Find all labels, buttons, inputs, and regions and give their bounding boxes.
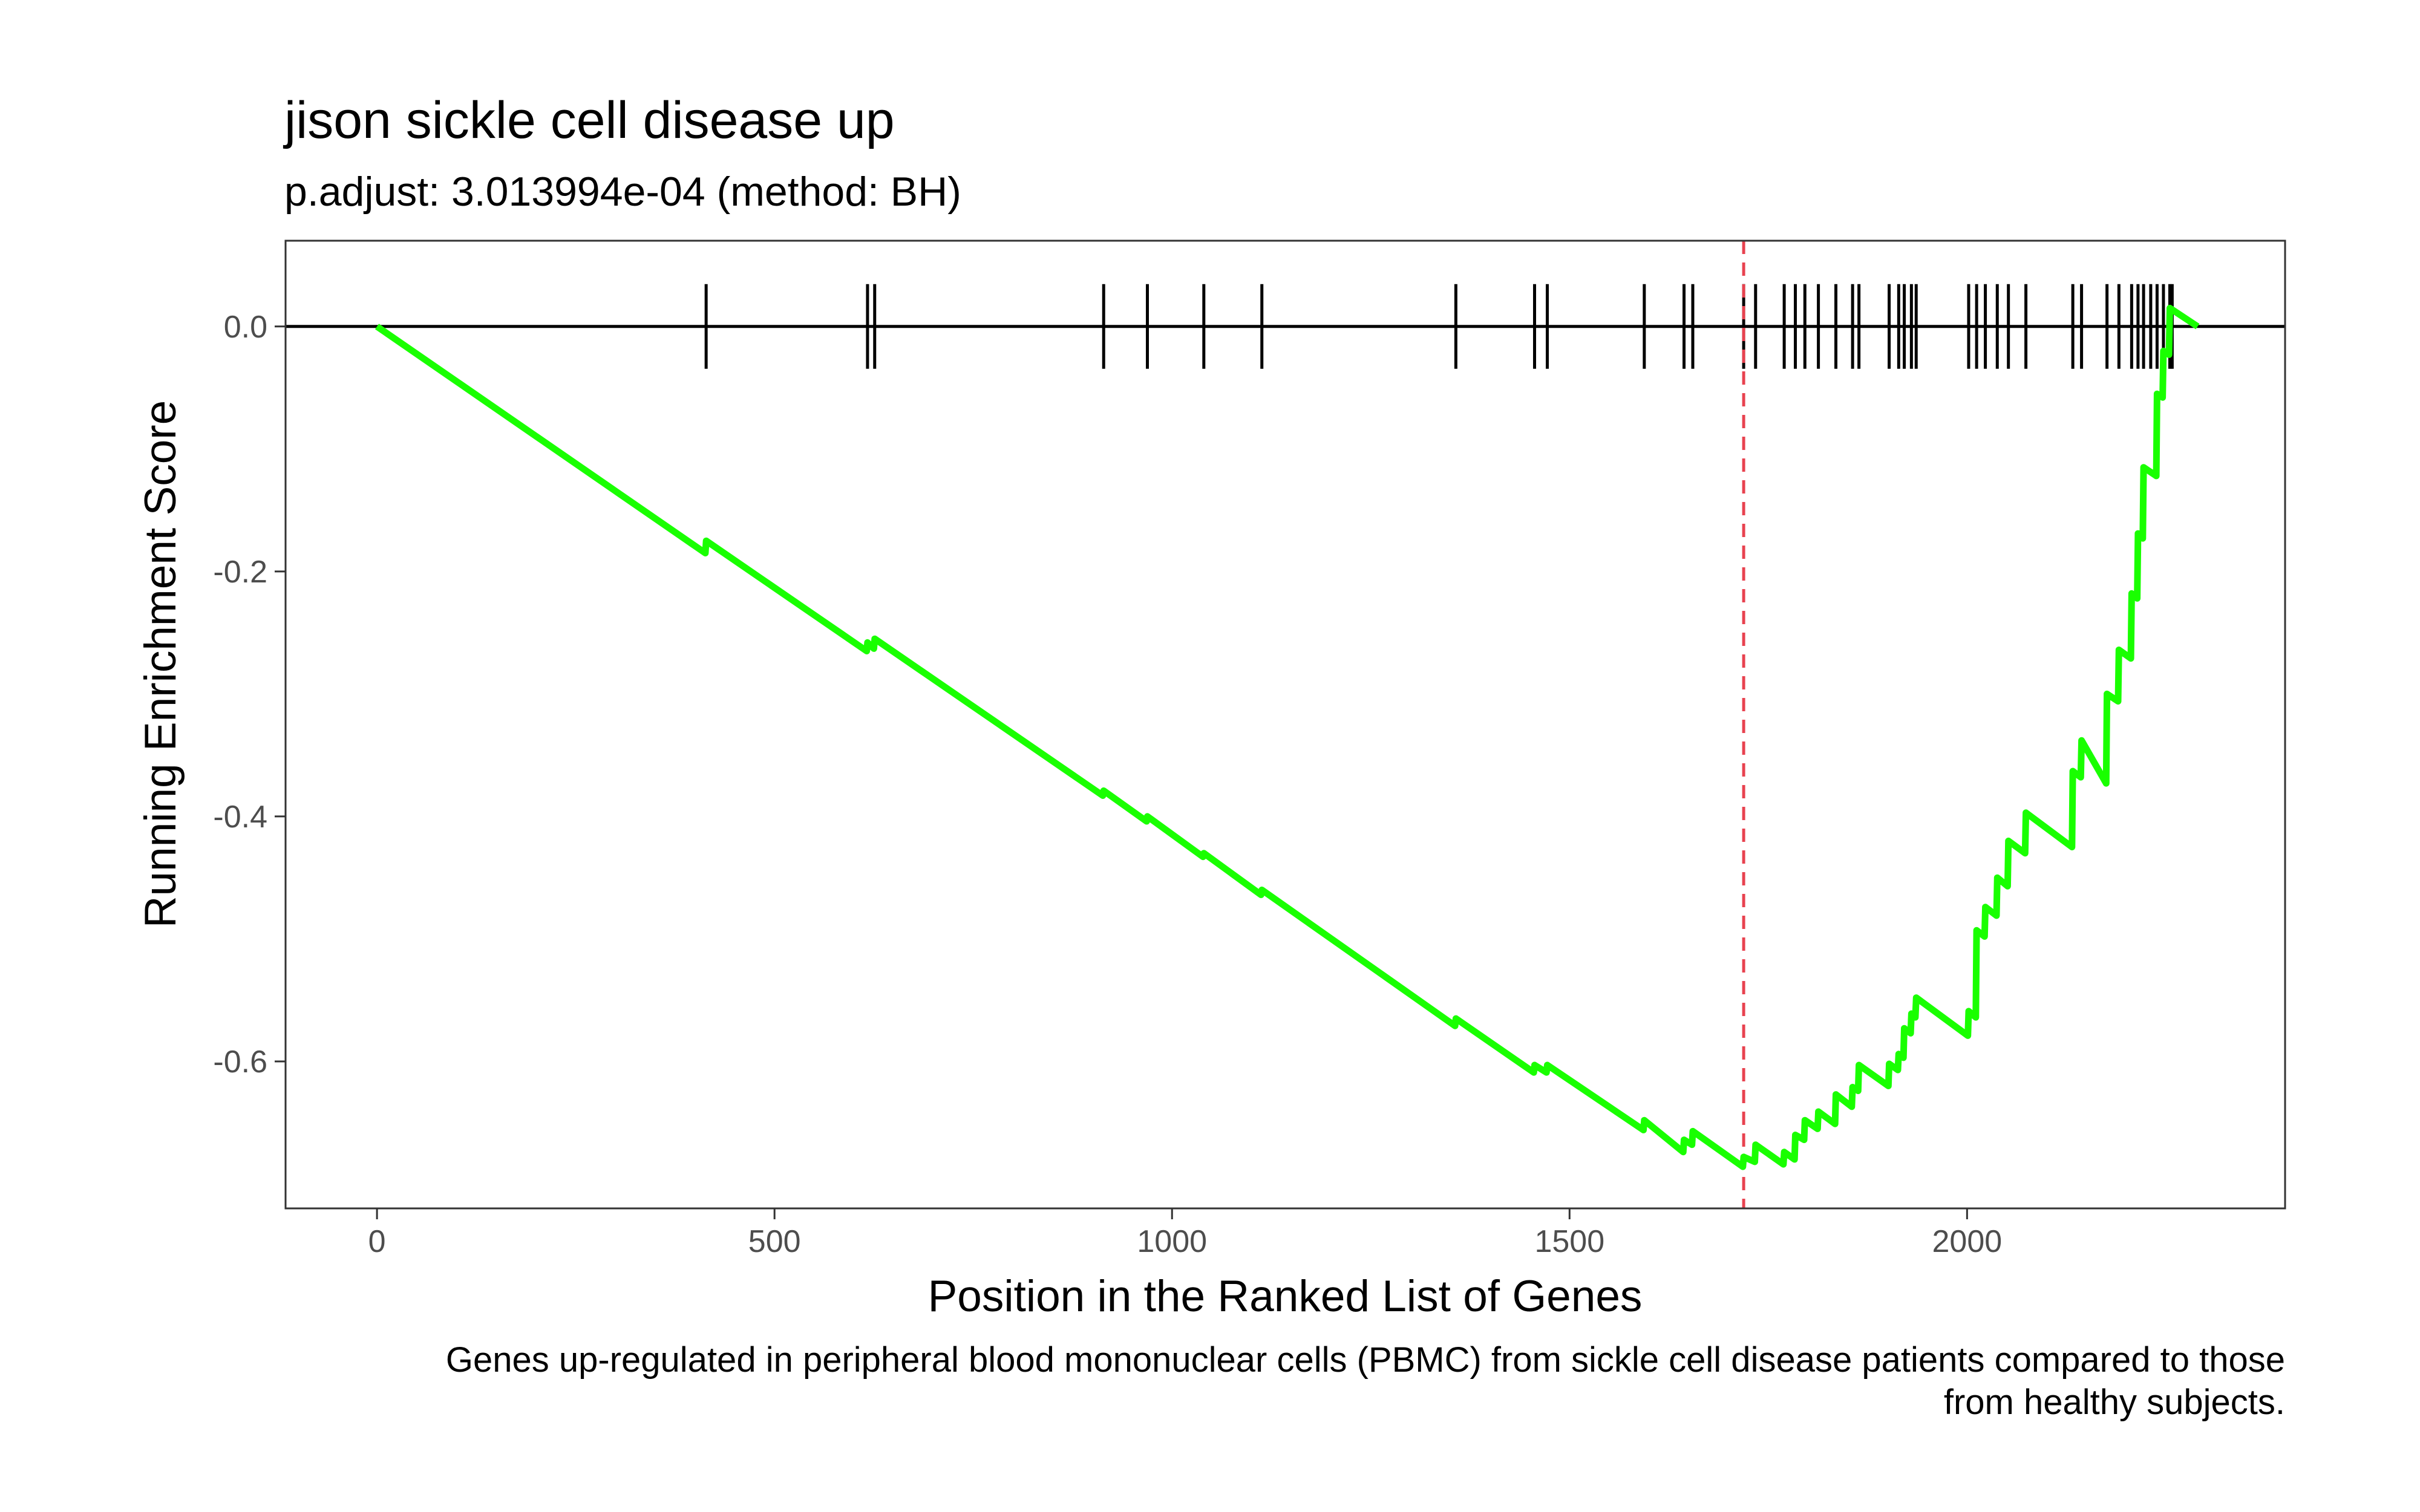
x-tick-label: 500 bbox=[748, 1224, 801, 1259]
x-tick-label: 0 bbox=[368, 1224, 386, 1259]
running-score-line bbox=[374, 304, 2200, 1170]
chart-title: jison sickle cell disease up bbox=[283, 91, 895, 149]
x-axis-title: Position in the Ranked List of Genes bbox=[928, 1272, 1643, 1321]
y-tick-label: -0.6 bbox=[213, 1044, 267, 1080]
caption-line-1: Genes up-regulated in peripheral blood m… bbox=[446, 1340, 2285, 1380]
plot-panel bbox=[284, 240, 2286, 1210]
y-tick-label: -0.2 bbox=[213, 555, 267, 590]
y-tick-label: -0.4 bbox=[213, 800, 267, 835]
y-axis: 0.0 -0.2 -0.4 -0.6 bbox=[213, 310, 286, 1080]
x-axis: 0 500 1000 1500 2000 bbox=[368, 1208, 2003, 1259]
y-tick-label: 0.0 bbox=[224, 310, 267, 345]
panel-background bbox=[286, 241, 2285, 1208]
chart-subtitle: p.adjust: 3.013994e-04 (method: BH) bbox=[284, 169, 961, 215]
x-tick-label: 2000 bbox=[1932, 1224, 2003, 1259]
x-tick-label: 1500 bbox=[1534, 1224, 1604, 1259]
panel-border bbox=[284, 240, 2286, 1210]
caption-line-2: from healthy subjects. bbox=[1944, 1383, 2285, 1422]
x-tick-label: 1000 bbox=[1137, 1224, 1207, 1259]
y-axis-title: Running Enrichment Score bbox=[136, 400, 185, 928]
